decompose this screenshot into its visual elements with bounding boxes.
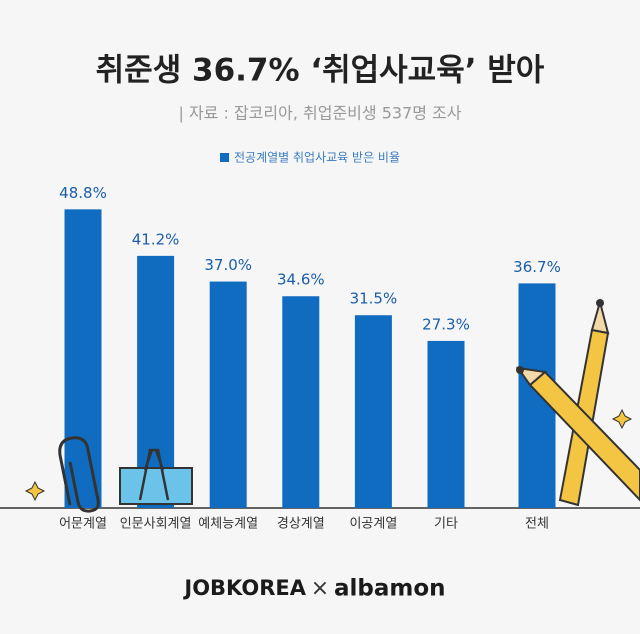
x-tick-label: 예체능계열 xyxy=(198,517,258,532)
bar xyxy=(354,315,392,508)
pencils xyxy=(515,298,640,507)
bar xyxy=(427,340,465,508)
value-label: 31.5% xyxy=(350,290,398,308)
bar xyxy=(209,281,247,508)
value-label: 27.3% xyxy=(422,315,470,333)
sparkle xyxy=(24,480,46,502)
binder-clip xyxy=(119,448,193,505)
legend-label: 전공계열별 취업사교육 받은 비율 xyxy=(234,151,400,165)
x-tick-label: 인문사회계열 xyxy=(120,517,192,532)
chart-title: 취준생 36.7% ‘취업사교육’ 받아 xyxy=(96,53,545,89)
brand-separator: × xyxy=(311,576,329,601)
x-tick-label: 이공계열 xyxy=(349,517,397,532)
paperclip xyxy=(58,436,100,513)
x-tick-label: 전체 xyxy=(525,517,549,532)
value-label: 41.2% xyxy=(132,230,180,248)
value-label: 37.0% xyxy=(204,256,252,274)
legend-swatch xyxy=(220,153,229,162)
value-label: 36.7% xyxy=(513,258,561,276)
bar xyxy=(64,209,102,508)
sparkle xyxy=(611,408,633,430)
value-label: 34.6% xyxy=(277,271,325,289)
brand-albamon: albamon xyxy=(334,576,446,602)
value-label: 48.8% xyxy=(59,184,107,202)
bar xyxy=(282,296,320,508)
chart-subtitle: | 자료 : 잡코리아, 취업준비생 537명 조사 xyxy=(178,104,461,123)
brand-jobkorea: JOBKOREA xyxy=(182,576,306,600)
x-tick-label: 경상계열 xyxy=(277,517,325,532)
bar xyxy=(137,255,175,508)
x-tick-label: 어문계열 xyxy=(59,517,107,532)
x-tick-label: 기타 xyxy=(434,517,458,532)
